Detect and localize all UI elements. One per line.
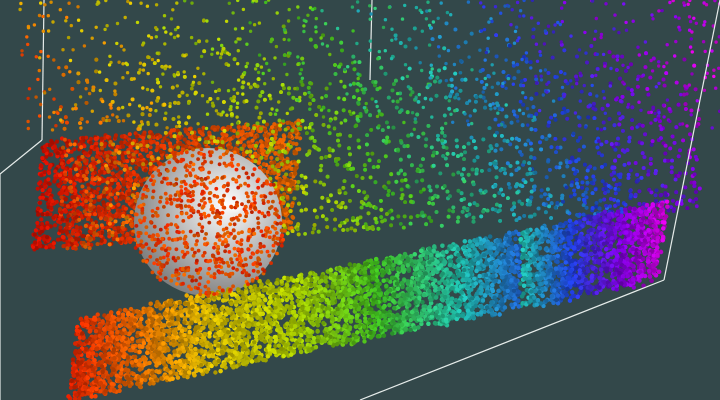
particle-cloud-front (18, 0, 720, 298)
bounding-box-edge (41, 0, 45, 141)
bounding-box-edge (359, 279, 665, 400)
bounding-box-edge (0, 139, 43, 175)
bounding-box-edge (663, 0, 720, 281)
fluid-slab-front (66, 199, 670, 400)
